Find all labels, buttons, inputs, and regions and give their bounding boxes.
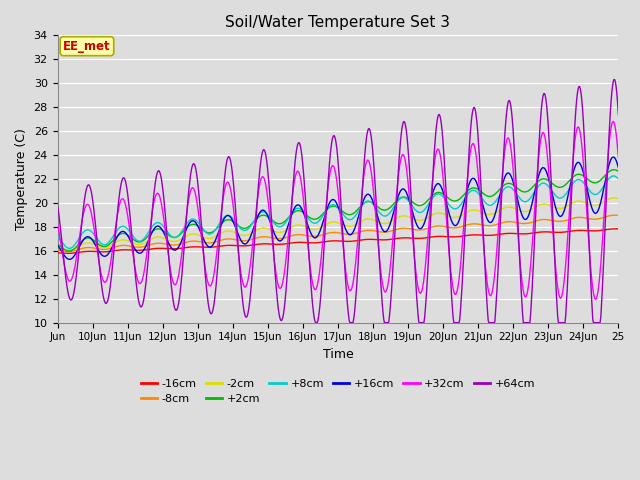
Y-axis label: Temperature (C): Temperature (C) [15,128,28,230]
Text: EE_met: EE_met [63,40,111,53]
Title: Soil/Water Temperature Set 3: Soil/Water Temperature Set 3 [225,15,451,30]
Legend: -16cm, -8cm, -2cm, +2cm, +8cm, +16cm, +32cm, +64cm: -16cm, -8cm, -2cm, +2cm, +8cm, +16cm, +3… [136,374,540,408]
X-axis label: Time: Time [323,348,353,361]
